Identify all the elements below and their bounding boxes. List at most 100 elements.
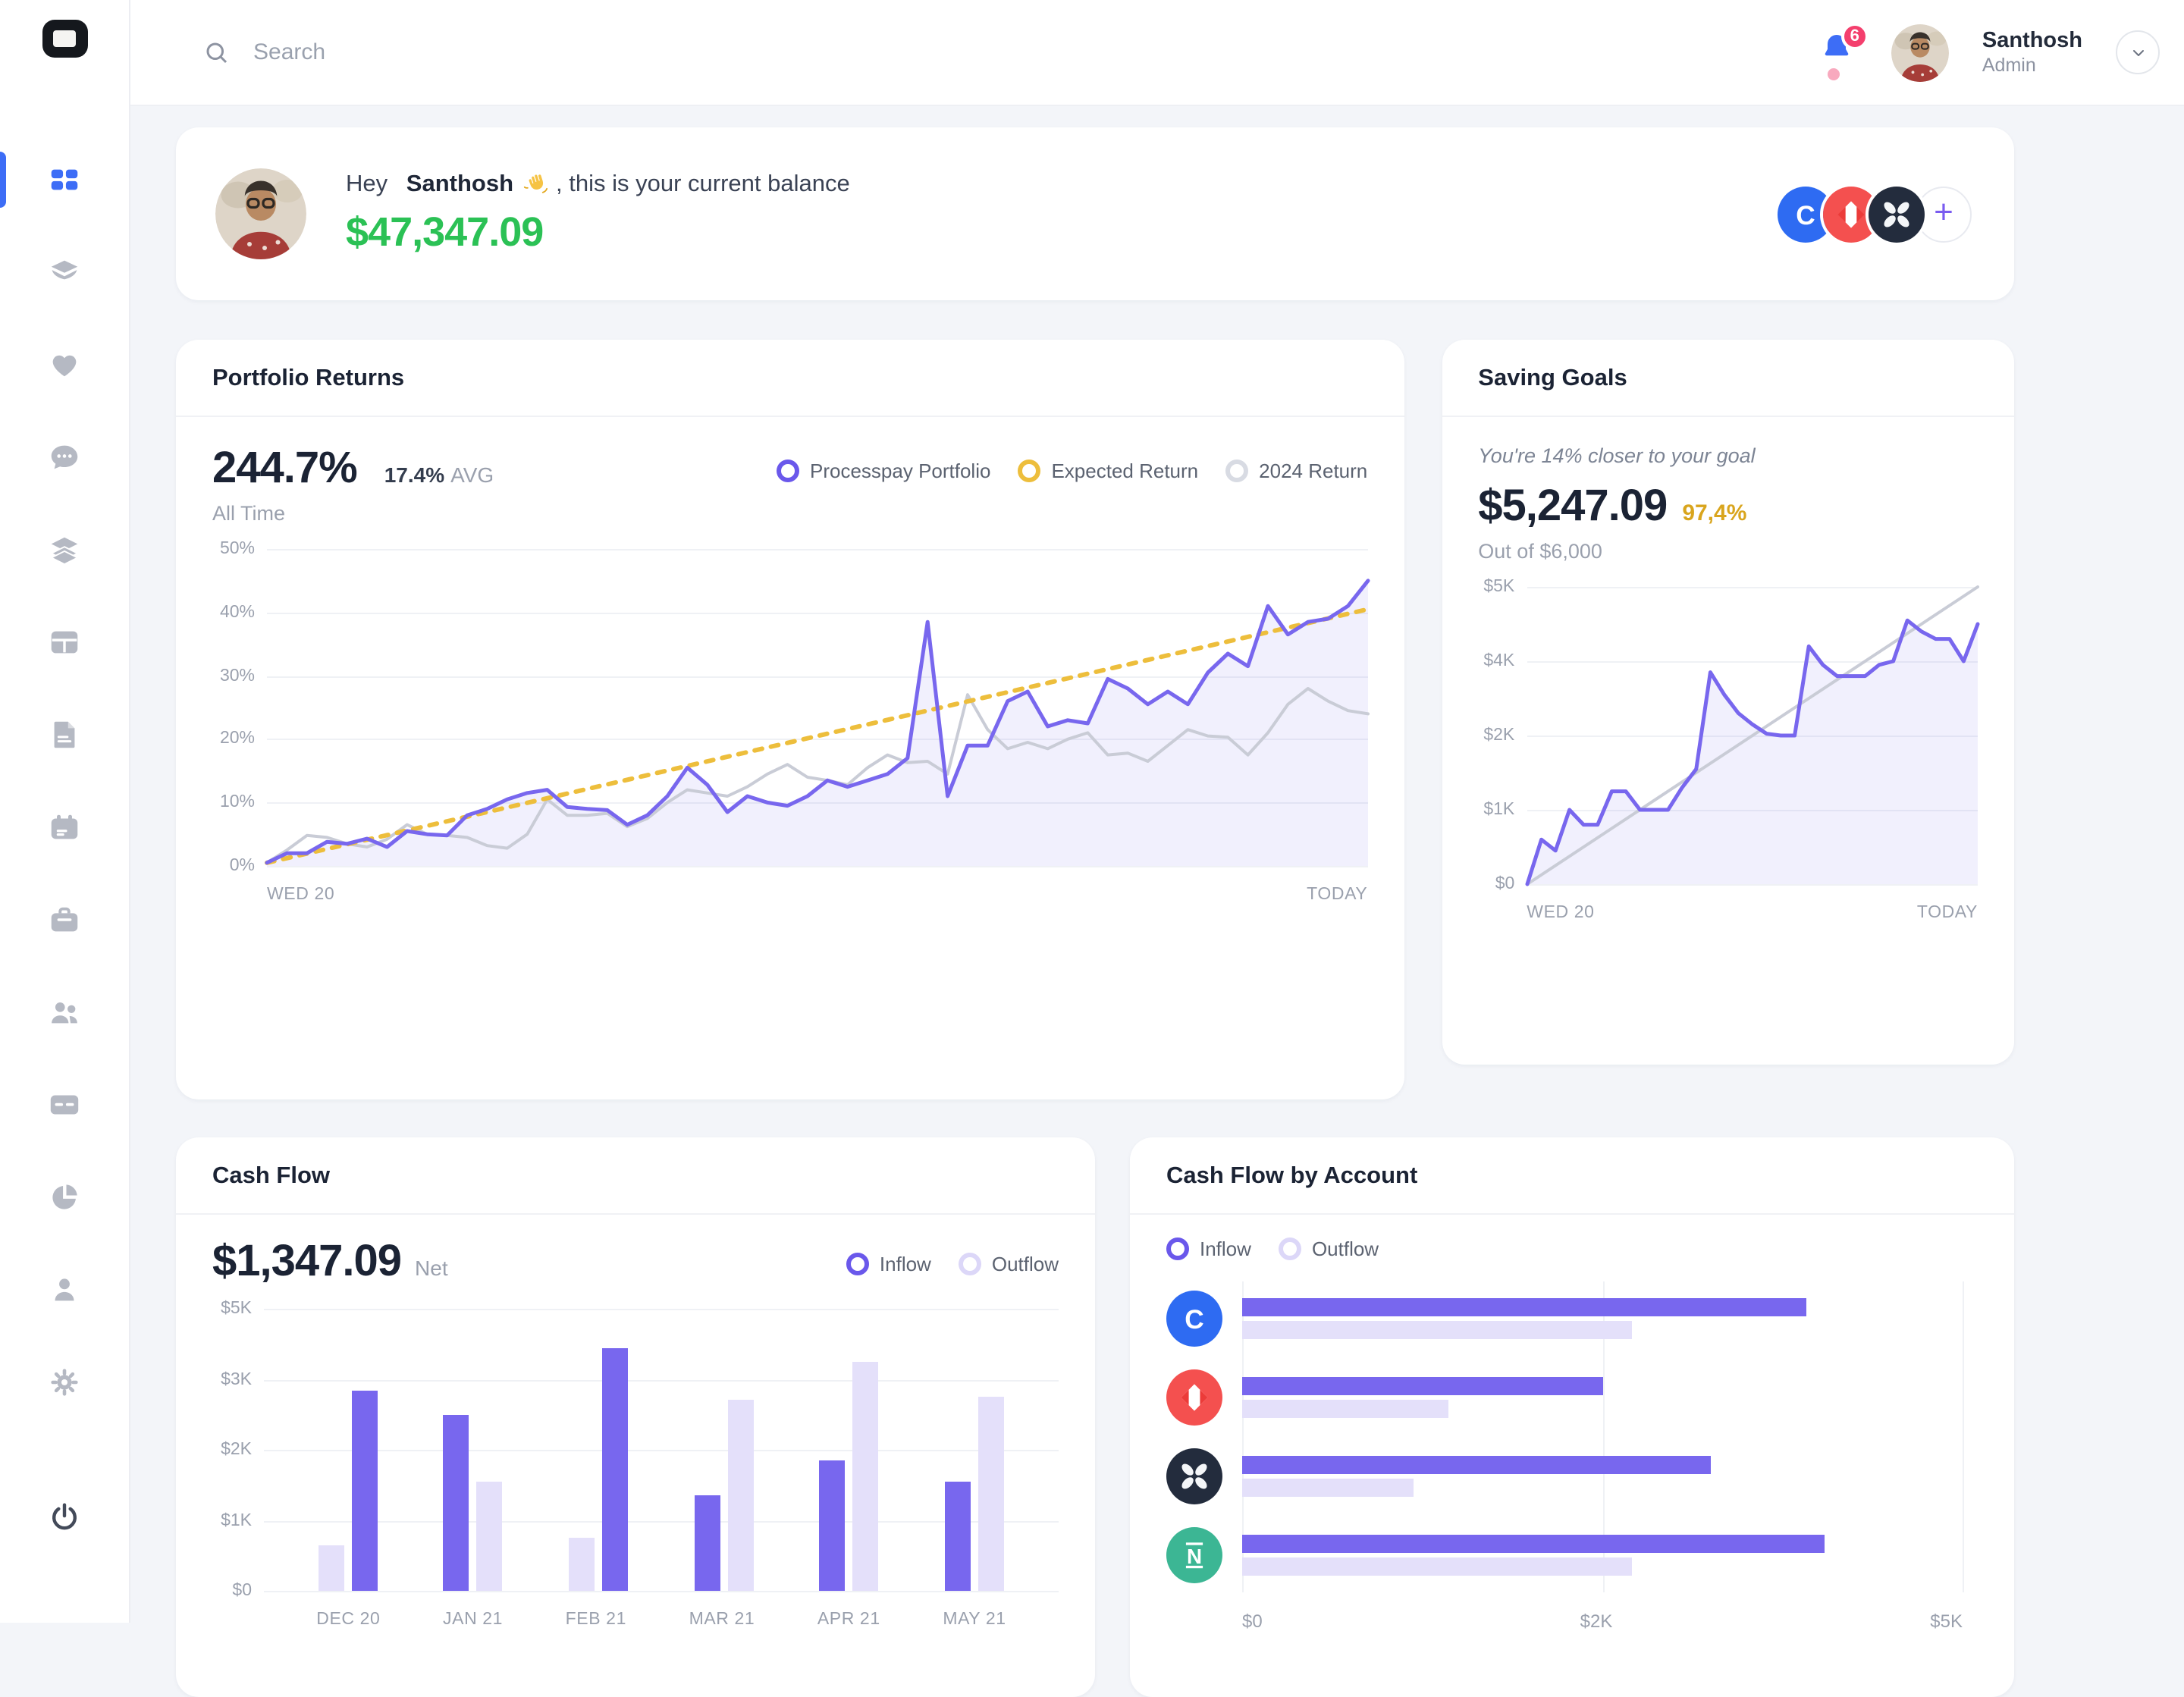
bar-group	[694, 1400, 754, 1591]
person-icon	[55, 1278, 74, 1301]
bar-group	[318, 1390, 378, 1591]
y-tick-label: 30%	[219, 667, 255, 685]
sidebar-item-logout[interactable]	[0, 1471, 129, 1564]
portfolio-period: All Time	[212, 502, 286, 525]
bell-dot	[1827, 67, 1840, 80]
sidebar-item-messages[interactable]	[0, 411, 129, 503]
y-tick-label: $2K	[1483, 726, 1515, 745]
profile-menu-button[interactable]	[2116, 30, 2160, 74]
saving-percent: 97,4%	[1682, 500, 1747, 526]
sidebar-item-profile[interactable]	[0, 1244, 129, 1336]
search-input[interactable]	[250, 38, 742, 67]
gridline	[1963, 1281, 1964, 1592]
legend-ring	[1018, 460, 1041, 482]
legend-item-outflow[interactable]: Outflow	[958, 1253, 1059, 1275]
nu-account-icon[interactable]: N	[1166, 1527, 1222, 1583]
goal-note: You're 14% closer to your goal	[1478, 444, 1756, 467]
chase-account-icon[interactable]: C	[1166, 1291, 1222, 1347]
balance-card: Hey Santhosh , this is your current bala…	[176, 127, 2014, 300]
legend-item-processpay-portfolio[interactable]: Processpay Portfolio	[777, 460, 990, 482]
gridline	[1527, 810, 1978, 811]
sidebar-item-products[interactable]	[0, 226, 129, 318]
user-avatar[interactable]	[1891, 24, 1949, 81]
account-row-nu-account: N	[1166, 1527, 1963, 1583]
topbar: 6 Santhosh Admin	[130, 0, 2184, 106]
notifications-button[interactable]: 6	[1818, 22, 1869, 80]
bar-group	[819, 1361, 879, 1591]
legend-label: Inflow	[1200, 1237, 1251, 1260]
gridline	[264, 1450, 1059, 1451]
legend-item-expected-return[interactable]: Expected Return	[1018, 460, 1198, 482]
legend-label: Inflow	[879, 1253, 931, 1275]
inflow-bar	[1242, 1456, 1711, 1474]
y-tick-label: 0%	[229, 857, 255, 875]
sidebar-item-dashboard[interactable]	[0, 133, 129, 226]
heart-icon	[52, 355, 77, 377]
card-title: Cash Flow by Account	[1166, 1163, 1418, 1189]
legend-label: Outflow	[991, 1253, 1059, 1275]
x-tick-label: WED 20	[1527, 904, 1595, 922]
gridline	[267, 739, 1368, 741]
sidebar-item-layers[interactable]	[0, 503, 129, 596]
portfolio-legend: Processpay Portfolio Expected Return 2024 …	[777, 460, 1367, 482]
chevron-down-icon	[2132, 49, 2143, 55]
linked-accounts: C +	[1774, 183, 1972, 245]
document-icon	[54, 721, 75, 748]
inflow-bar	[945, 1481, 971, 1591]
card-title: Cash Flow	[212, 1163, 331, 1189]
outflow-bar	[318, 1545, 344, 1591]
legend-ring	[1166, 1237, 1189, 1260]
sidebar-item-calendar[interactable]	[0, 781, 129, 874]
grid-icon	[51, 169, 78, 190]
sidebar-item-documents[interactable]	[0, 689, 129, 781]
outflow-bar	[1242, 1400, 1449, 1418]
x-tick-label: WED 20	[267, 886, 335, 904]
y-tick-label: 40%	[219, 603, 255, 622]
sidebar-item-cards[interactable]	[0, 1059, 129, 1151]
gridline	[1602, 1281, 1604, 1592]
x-tick-label: JAN 21	[443, 1611, 504, 1629]
sidebar-item-analytics[interactable]	[0, 1151, 129, 1244]
portfolio-avg: 17.4% AVG	[384, 463, 494, 487]
account-row-hsbc-account	[1166, 1369, 1963, 1426]
app-logo[interactable]	[42, 20, 87, 58]
sidebar-item-settings[interactable]	[0, 1336, 129, 1429]
sidebar-item-customers[interactable]	[0, 966, 129, 1059]
inflow-bar	[694, 1495, 720, 1591]
by-account-legend: Inflow Outflow	[1166, 1237, 1978, 1260]
gridline	[1242, 1281, 1244, 1592]
legend-item-2024-return[interactable]: 2024 Return	[1225, 460, 1367, 482]
sidebar-item-layout[interactable]	[0, 596, 129, 689]
account-row-chase-account: C	[1166, 1291, 1963, 1347]
legend-item-inflow[interactable]: Inflow	[1166, 1237, 1251, 1260]
legend-item-inflow[interactable]: Inflow	[846, 1253, 931, 1275]
legend-label: Expected Return	[1051, 460, 1199, 482]
svg-text:C: C	[1796, 200, 1815, 230]
sidebar-item-jobs[interactable]	[0, 874, 129, 966]
portfolio-returns-chart: 0% 10% 20% 30% 40% 50% WED 20 TODAY	[212, 540, 1370, 904]
xflow-account-icon[interactable]	[1866, 183, 1928, 245]
portfolio-returns-card: Portfolio Returns 244.7% 17.4% AVG Proces…	[176, 340, 1404, 1099]
user-photo	[215, 168, 306, 259]
saving-goals-card: Saving Goals You're 14% closer to your g…	[1442, 340, 2014, 1065]
xflow-account-icon[interactable]	[1166, 1448, 1222, 1504]
account-row-xflow-account	[1166, 1448, 1963, 1504]
add-account-button[interactable]: +	[1916, 186, 1972, 242]
outflow-bar	[727, 1400, 754, 1591]
chat-icon	[51, 445, 78, 469]
outflow-bar	[1242, 1479, 1414, 1497]
sidebar-item-favorites[interactable]	[0, 318, 129, 411]
gridline	[264, 1591, 1059, 1592]
legend-ring	[846, 1253, 869, 1275]
svg-text:N: N	[1187, 1545, 1202, 1568]
legend-item-outflow[interactable]: Outflow	[1278, 1237, 1379, 1260]
x-tick-label: TODAY	[1307, 886, 1368, 904]
y-tick-label: $5K	[221, 1300, 252, 1318]
gridline	[1527, 884, 1978, 886]
legend-label: 2024 Return	[1259, 460, 1368, 482]
y-tick-label: $1K	[1483, 801, 1515, 819]
hsbc-account-icon[interactable]	[1166, 1369, 1222, 1426]
